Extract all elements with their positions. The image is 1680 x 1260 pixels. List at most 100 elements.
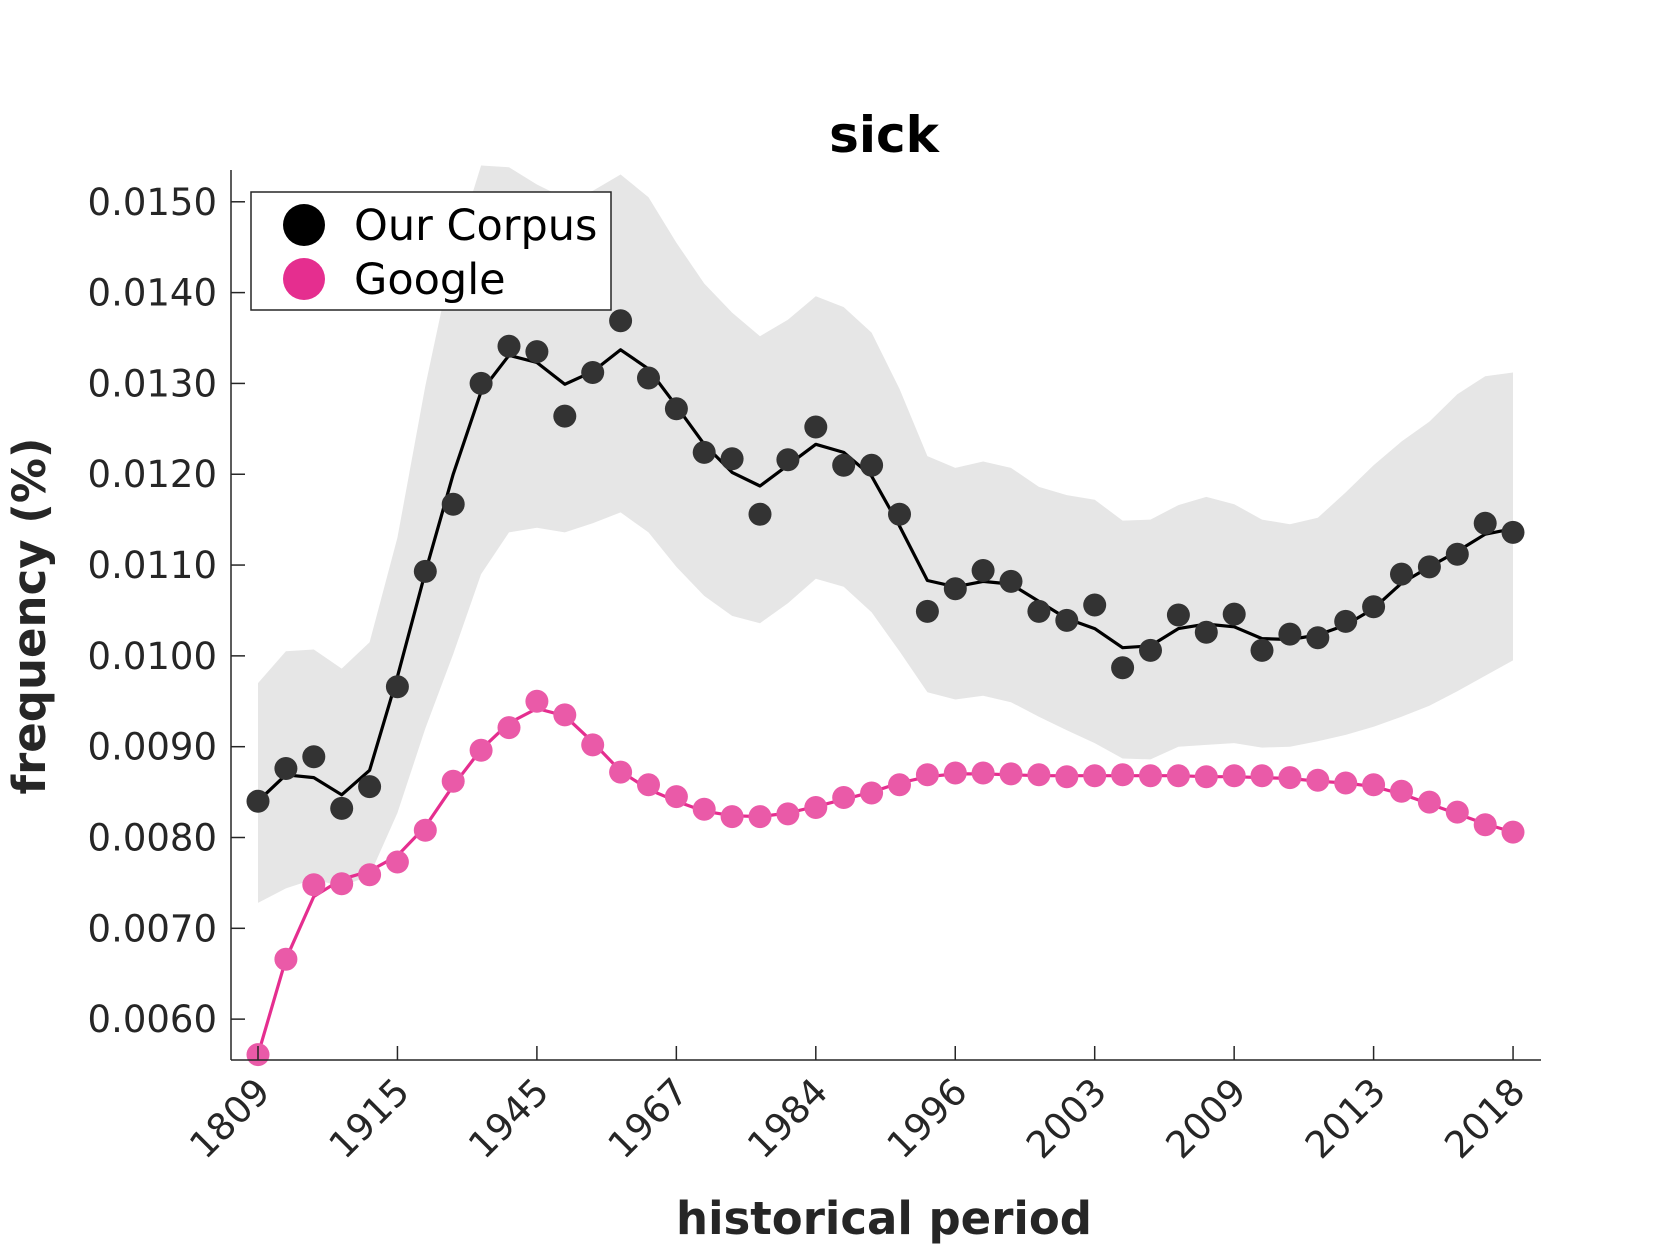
series-line-layer: [256, 348, 1514, 1056]
data-point-our-corpus: [330, 796, 354, 820]
data-point-our-corpus: [609, 309, 633, 333]
confidence-band-our-corpus: [258, 165, 1513, 903]
data-point-google: [1250, 764, 1274, 788]
data-point-google: [915, 763, 939, 787]
data-point-our-corpus: [1166, 603, 1190, 627]
x-axis-label: historical period: [676, 1192, 1092, 1245]
data-point-google: [999, 762, 1023, 786]
x-tick-label: 1945: [460, 1070, 557, 1167]
data-point-google: [581, 733, 605, 757]
x-tick-label: 2003: [1018, 1070, 1115, 1167]
x-tick-label: 1809: [181, 1070, 278, 1167]
data-point-our-corpus: [302, 745, 326, 769]
x-tick-label: 1967: [600, 1070, 697, 1167]
data-point-google: [385, 850, 409, 874]
data-point-google: [1166, 764, 1190, 788]
data-point-google: [748, 805, 772, 829]
y-tick-label: 0.0110: [88, 544, 217, 587]
x-tick-label: 2018: [1436, 1070, 1533, 1167]
confidence-band-layer: [258, 165, 1513, 903]
data-point-google: [274, 947, 298, 971]
data-point-our-corpus: [497, 334, 521, 358]
data-point-google: [1055, 765, 1079, 789]
data-point-our-corpus: [1501, 520, 1525, 544]
data-point-our-corpus: [1250, 638, 1274, 662]
x-tick-label: 2009: [1158, 1070, 1255, 1167]
series-line-google: [256, 706, 1514, 1056]
data-point-our-corpus: [915, 599, 939, 623]
data-point-google: [441, 769, 465, 793]
data-point-our-corpus: [385, 675, 409, 699]
data-point-our-corpus: [720, 447, 744, 471]
data-point-our-corpus: [692, 440, 716, 464]
data-point-our-corpus: [888, 502, 911, 526]
data-point-google: [1390, 779, 1413, 803]
data-point-google: [1278, 766, 1302, 790]
data-point-our-corpus: [1334, 609, 1358, 633]
y-tick-label: 0.0060: [88, 998, 217, 1041]
data-point-our-corpus: [776, 448, 800, 472]
data-point-google: [497, 716, 521, 740]
data-point-google: [1111, 763, 1135, 787]
data-point-our-corpus: [246, 789, 270, 813]
data-point-our-corpus: [274, 757, 298, 780]
data-point-our-corpus: [553, 404, 577, 428]
data-point-our-corpus: [1055, 608, 1079, 632]
data-point-google: [637, 773, 660, 797]
data-point-our-corpus: [1194, 620, 1218, 644]
series-point-layer: [246, 309, 1525, 1067]
data-point-our-corpus: [748, 502, 772, 526]
data-point-google: [469, 738, 493, 762]
data-point-our-corpus: [1362, 595, 1386, 619]
chart-title: sick: [829, 106, 941, 164]
data-point-our-corpus: [1222, 602, 1246, 626]
data-point-google: [1083, 764, 1107, 788]
x-tick-label: 1996: [879, 1070, 976, 1167]
legend-marker-our-corpus: [283, 204, 325, 246]
data-point-google: [525, 689, 549, 713]
data-point-google: [1194, 765, 1218, 789]
data-point-our-corpus: [1027, 599, 1051, 623]
y-tick-label: 0.0140: [88, 272, 217, 315]
data-point-our-corpus: [860, 453, 884, 477]
data-point-our-corpus: [1390, 562, 1413, 586]
data-point-our-corpus: [1139, 638, 1162, 662]
data-point-google: [664, 785, 688, 809]
data-point-our-corpus: [358, 775, 382, 799]
x-tick-label: 2013: [1297, 1070, 1394, 1167]
legend-marker-google: [283, 258, 325, 300]
data-point-our-corpus: [441, 492, 465, 516]
y-tick-label: 0.0100: [88, 635, 217, 678]
legend: Our Corpus Google: [250, 191, 612, 311]
data-point-our-corpus: [1083, 593, 1107, 617]
legend-label-google: Google: [354, 255, 506, 305]
series-line-our-corpus: [256, 348, 1514, 803]
data-point-google: [553, 703, 577, 727]
data-point-our-corpus: [1111, 656, 1135, 680]
data-point-google: [888, 773, 911, 797]
data-point-google: [302, 873, 326, 897]
x-tick-label: 1915: [321, 1070, 418, 1167]
data-point-google: [1222, 764, 1246, 788]
data-point-google: [1501, 820, 1525, 844]
data-point-our-corpus: [1306, 626, 1330, 650]
data-point-our-corpus: [943, 577, 967, 601]
x-tick-label: 1984: [739, 1070, 836, 1167]
data-point-google: [832, 786, 856, 809]
data-point-google: [358, 863, 382, 887]
y-tick-label: 0.0080: [88, 817, 217, 860]
data-point-google: [971, 761, 995, 785]
data-point-google: [330, 872, 354, 896]
data-point-google: [860, 781, 884, 805]
data-point-google: [776, 802, 800, 826]
data-point-our-corpus: [832, 453, 856, 477]
data-point-google: [1417, 790, 1441, 814]
data-point-google: [692, 797, 716, 821]
data-point-our-corpus: [664, 397, 688, 421]
data-point-google: [1445, 800, 1469, 824]
data-point-our-corpus: [1278, 622, 1302, 646]
data-point-google: [1027, 763, 1051, 787]
data-point-google: [1139, 764, 1162, 788]
data-point-our-corpus: [1417, 555, 1441, 579]
